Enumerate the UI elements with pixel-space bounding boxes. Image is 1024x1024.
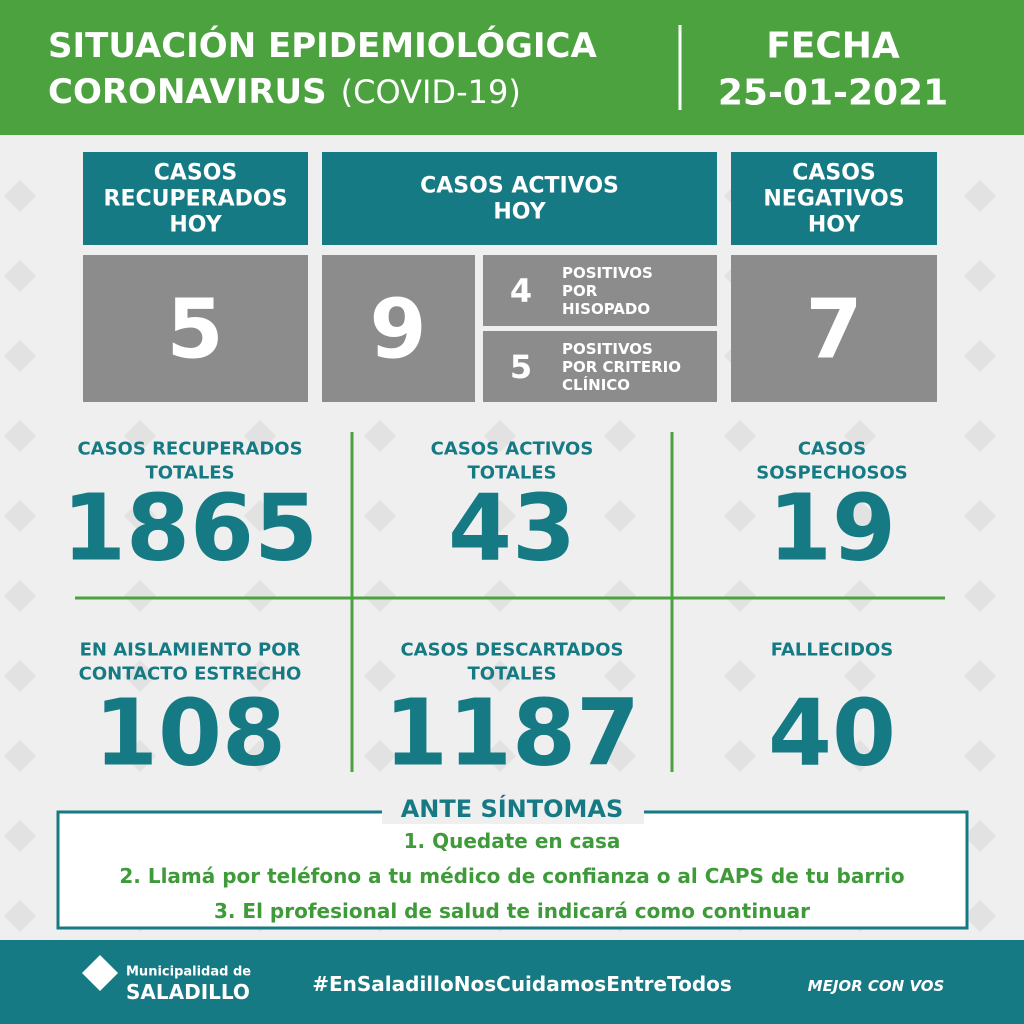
breakdown-label: HISOPADO <box>562 300 650 318</box>
hashtag: #EnSaladilloNosCuidamosEntreTodos <box>312 972 732 996</box>
today-label: CASOS <box>792 161 876 186</box>
today-label: HOY <box>493 200 546 225</box>
title: CORONAVIRUS <box>48 72 327 112</box>
today-header <box>322 152 717 245</box>
total-label: CASOS RECUPERADOS <box>77 439 302 460</box>
header-bar <box>0 0 1024 135</box>
total-value: 40 <box>768 680 896 787</box>
grid-lines <box>75 432 945 772</box>
today-value: 7 <box>805 283 862 378</box>
logo-icon <box>82 955 118 991</box>
today-box <box>83 255 308 402</box>
today-label: CASOS <box>154 161 238 186</box>
logo-text: SALADILLO <box>126 980 250 1004</box>
today-value: 5 <box>166 283 223 378</box>
symptoms-title: ANTE SÍNTOMAS <box>401 794 624 823</box>
title-suffix: (COVID-19) <box>341 73 521 111</box>
total-value: 19 <box>768 475 896 582</box>
breakdown-value: 4 <box>510 272 532 310</box>
symptom-item: 1. Quedate en casa <box>404 829 621 853</box>
breakdown-label: POSITIVOS <box>562 340 653 358</box>
date-label: FECHA <box>766 26 900 67</box>
total-label: TOTALES <box>145 463 234 484</box>
title: SITUACIÓN EPIDEMIOLÓGICA <box>48 25 598 66</box>
total-label: TOTALES <box>467 664 556 685</box>
total-value: 1865 <box>62 475 318 582</box>
symptoms-box <box>56 810 969 930</box>
breakdown-label: POR <box>562 282 598 300</box>
symptom-item: 2. Llamá por teléfono a tu médico de con… <box>119 864 904 888</box>
symptoms-title-bg <box>382 796 644 824</box>
breakdown-label: CLÍNICO <box>562 375 630 394</box>
total-value: 1187 <box>384 680 640 787</box>
today-value: 9 <box>369 283 426 378</box>
slogan: MEJOR CON VOS <box>808 977 945 995</box>
logo-text: Municipalidad de <box>126 965 251 980</box>
today-box <box>322 255 475 402</box>
total-value: 108 <box>94 680 286 787</box>
total-label: CASOS DESCARTADOS <box>400 640 623 661</box>
today-label: CASOS ACTIVOS <box>420 174 619 199</box>
total-label: EN AISLAMIENTO POR <box>80 640 301 661</box>
today-label: HOY <box>808 213 861 238</box>
today-label: NEGATIVOS <box>763 187 904 212</box>
footer-bar <box>0 940 1024 1024</box>
total-value: 43 <box>448 475 576 582</box>
breakdown-value: 5 <box>510 348 532 386</box>
total-label: TOTALES <box>467 463 556 484</box>
today-box <box>731 255 937 402</box>
total-label: CONTACTO ESTRECHO <box>79 664 302 685</box>
total-label: CASOS ACTIVOS <box>431 439 594 460</box>
breakdown-label: POSITIVOS <box>562 264 653 282</box>
today-label: HOY <box>169 213 222 238</box>
today-header <box>731 152 937 245</box>
total-label: SOSPECHOSOS <box>756 463 908 484</box>
symptom-item: 3. El profesional de salud te indicará c… <box>214 899 810 923</box>
breakdown-box <box>483 255 717 326</box>
today-label: RECUPERADOS <box>104 187 288 212</box>
total-label: CASOS <box>798 439 866 460</box>
breakdown-box <box>483 331 717 402</box>
date: 25-01-2021 <box>718 73 948 114</box>
breakdown-label: POR CRITERIO <box>562 358 681 376</box>
today-header <box>83 152 308 245</box>
total-label: FALLECIDOS <box>771 640 894 661</box>
